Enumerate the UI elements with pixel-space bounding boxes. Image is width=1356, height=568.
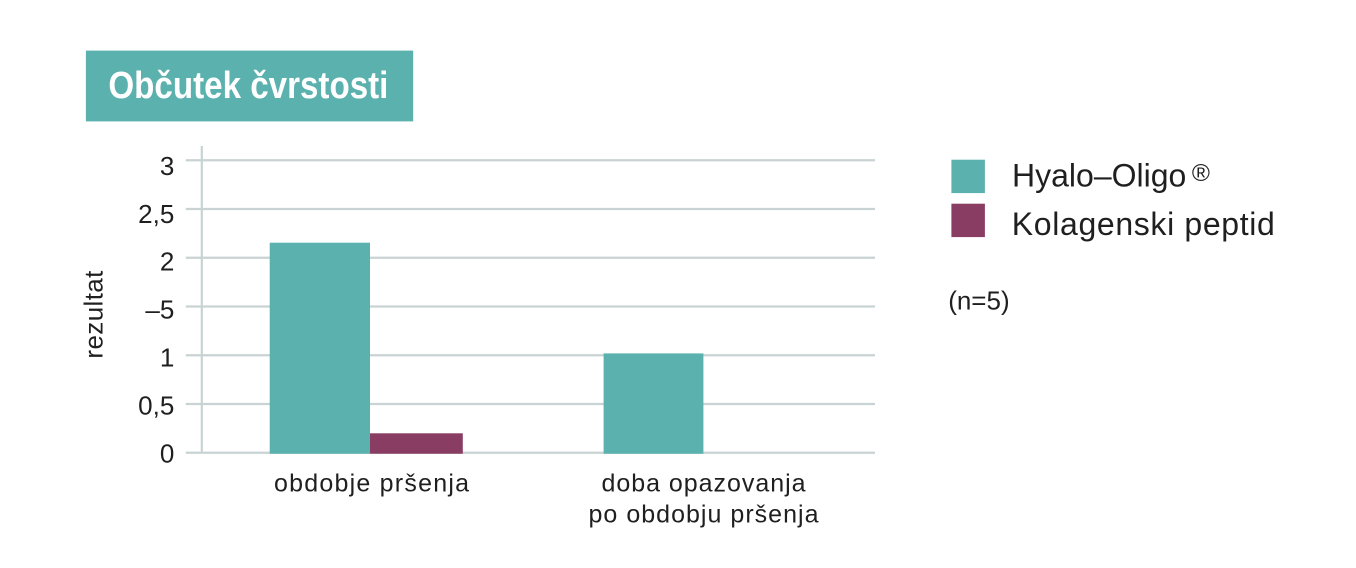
svg-text:po obdobju pršenja: po obdobju pršenja bbox=[589, 500, 819, 528]
svg-text:0,5: 0,5 bbox=[138, 391, 174, 421]
svg-text:0: 0 bbox=[160, 439, 174, 469]
svg-text:2: 2 bbox=[160, 247, 174, 277]
svg-text:2,5: 2,5 bbox=[138, 199, 174, 229]
svg-text:Občutek čvrstosti: Občutek čvrstosti bbox=[108, 65, 388, 107]
svg-text:doba opazovanja: doba opazovanja bbox=[602, 469, 806, 497]
svg-text:1: 1 bbox=[160, 343, 174, 373]
svg-text:–5: –5 bbox=[145, 295, 174, 325]
svg-text:Kolagenski peptid: Kolagenski peptid bbox=[1012, 206, 1275, 242]
svg-text:(n=5): (n=5) bbox=[948, 286, 1009, 316]
svg-text:obdobje pršenja: obdobje pršenja bbox=[274, 469, 469, 497]
svg-text:rezultat: rezultat bbox=[78, 270, 108, 359]
svg-text:Hyalo–Oligo®: Hyalo–Oligo ® bbox=[1012, 157, 1210, 193]
svg-text:3: 3 bbox=[160, 151, 174, 181]
